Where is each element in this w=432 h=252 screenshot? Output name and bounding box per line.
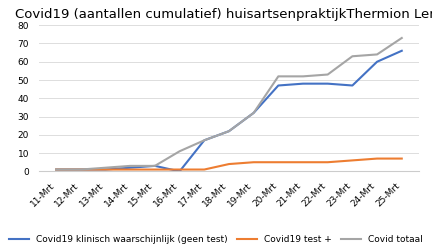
Covid19 klinisch waarschijnlijk (geen test) bbox=[350, 84, 355, 87]
Covid19 klinisch waarschijnlijk (geen test) bbox=[325, 82, 330, 85]
Covid19 test + bbox=[350, 159, 355, 162]
Covid totaal bbox=[325, 73, 330, 76]
Covid19 klinisch waarschijnlijk (geen test) bbox=[300, 82, 305, 85]
Covid19 klinisch waarschijnlijk (geen test) bbox=[375, 60, 380, 63]
Covid totaal bbox=[202, 139, 207, 142]
Line: Covid19 klinisch waarschijnlijk (geen test): Covid19 klinisch waarschijnlijk (geen te… bbox=[56, 51, 402, 171]
Covid19 klinisch waarschijnlijk (geen test) bbox=[127, 166, 133, 169]
Covid totaal bbox=[152, 164, 158, 167]
Covid totaal bbox=[350, 55, 355, 58]
Covid19 klinisch waarschijnlijk (geen test) bbox=[276, 84, 281, 87]
Covid totaal bbox=[226, 130, 232, 133]
Covid19 klinisch waarschijnlijk (geen test) bbox=[202, 139, 207, 142]
Covid19 klinisch waarschijnlijk (geen test) bbox=[54, 168, 59, 171]
Covid19 klinisch waarschijnlijk (geen test) bbox=[251, 111, 256, 114]
Covid totaal bbox=[177, 150, 182, 153]
Covid19 klinisch waarschijnlijk (geen test) bbox=[177, 170, 182, 173]
Line: Covid totaal: Covid totaal bbox=[56, 38, 402, 170]
Covid19 test + bbox=[375, 157, 380, 160]
Covid totaal bbox=[127, 164, 133, 167]
Covid19 test + bbox=[399, 157, 404, 160]
Covid19 test + bbox=[103, 168, 108, 171]
Covid totaal bbox=[300, 75, 305, 78]
Covid19 test + bbox=[54, 168, 59, 171]
Title: Covid19 (aantallen cumulatief) huisartsenpraktijkThermion Lent: Covid19 (aantallen cumulatief) huisartse… bbox=[15, 8, 432, 21]
Covid19 klinisch waarschijnlijk (geen test) bbox=[226, 130, 232, 133]
Covid totaal bbox=[375, 53, 380, 56]
Covid19 test + bbox=[78, 168, 83, 171]
Covid19 klinisch waarschijnlijk (geen test) bbox=[399, 49, 404, 52]
Covid totaal bbox=[399, 37, 404, 40]
Covid19 test + bbox=[177, 168, 182, 171]
Covid19 test + bbox=[251, 161, 256, 164]
Covid19 test + bbox=[300, 161, 305, 164]
Covid totaal bbox=[103, 166, 108, 169]
Covid totaal bbox=[276, 75, 281, 78]
Covid19 klinisch waarschijnlijk (geen test) bbox=[78, 168, 83, 171]
Covid19 klinisch waarschijnlijk (geen test) bbox=[103, 168, 108, 171]
Covid totaal bbox=[78, 168, 83, 171]
Covid19 test + bbox=[127, 168, 133, 171]
Covid19 test + bbox=[276, 161, 281, 164]
Covid19 test + bbox=[152, 168, 158, 171]
Legend: Covid19 klinisch waarschijnlijk (geen test), Covid19 test +, Covid totaal: Covid19 klinisch waarschijnlijk (geen te… bbox=[6, 231, 426, 247]
Covid19 test + bbox=[202, 168, 207, 171]
Line: Covid19 test +: Covid19 test + bbox=[56, 159, 402, 170]
Covid totaal bbox=[54, 168, 59, 171]
Covid19 klinisch waarschijnlijk (geen test) bbox=[152, 164, 158, 167]
Covid totaal bbox=[251, 111, 256, 114]
Covid19 test + bbox=[325, 161, 330, 164]
Covid19 test + bbox=[226, 163, 232, 166]
